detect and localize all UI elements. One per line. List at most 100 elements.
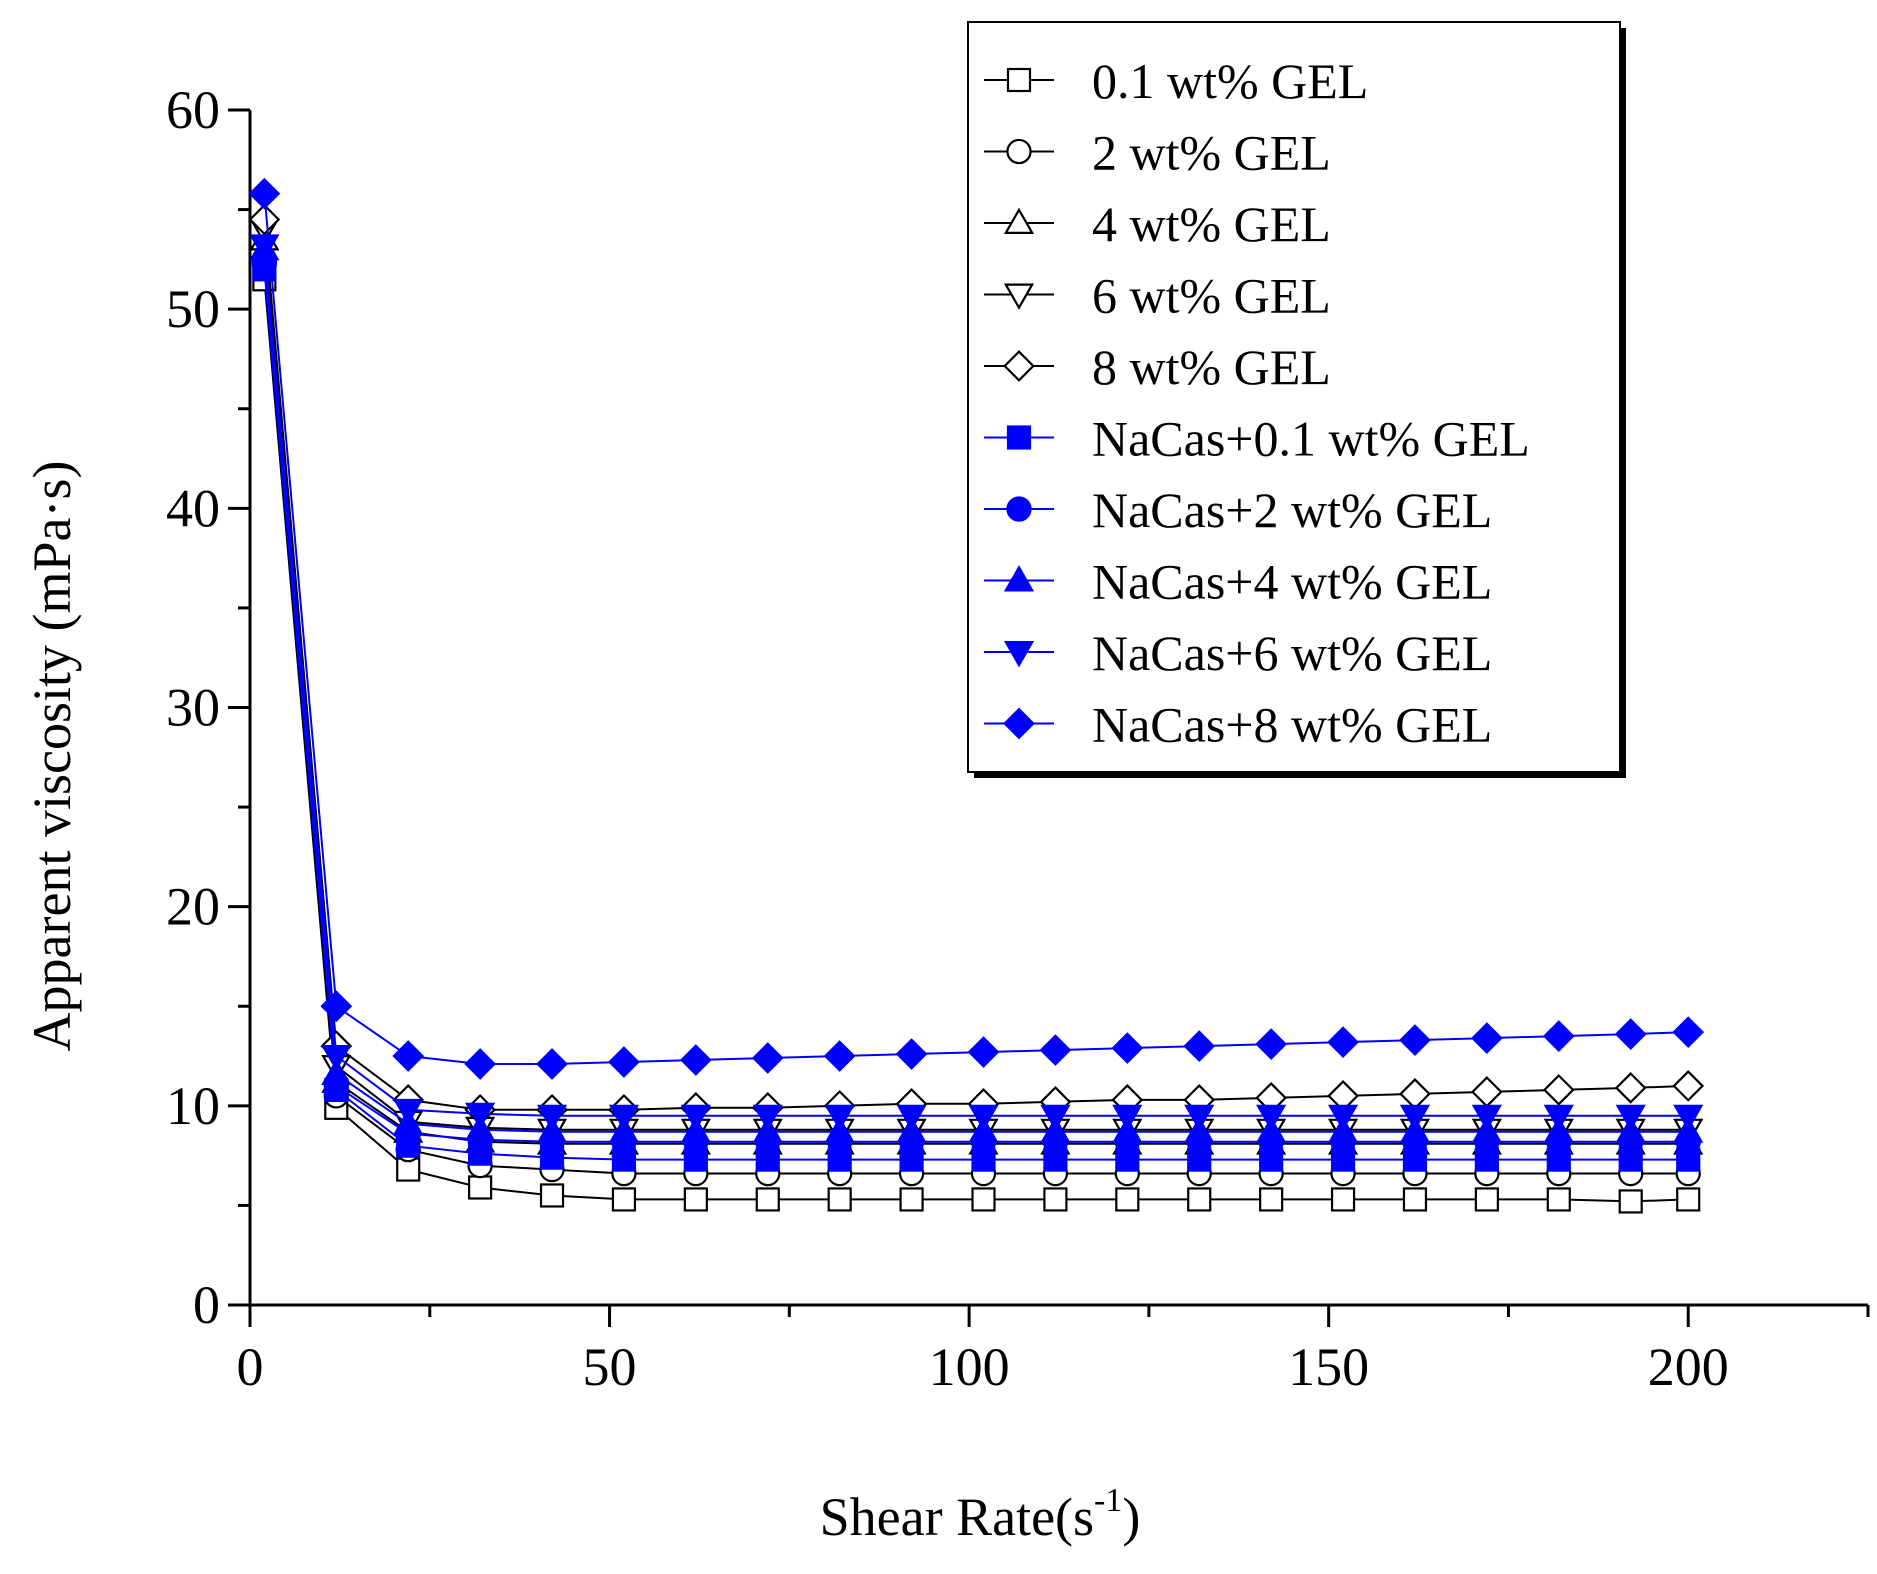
legend-marker: [1006, 138, 1032, 165]
data-point: [752, 1104, 783, 1132]
y-tick-label: 60: [166, 80, 220, 140]
data-point: [1040, 1104, 1071, 1132]
data-point: [608, 1104, 640, 1132]
x-tick-label: 150: [1288, 1337, 1369, 1397]
data-point: [1471, 1076, 1503, 1108]
legend-label: NaCas+0.1 wt% GEL: [1092, 411, 1530, 467]
data-point: [611, 1187, 637, 1212]
data-point: [464, 1048, 496, 1080]
legend-marker: [1003, 707, 1035, 740]
data-point: [1256, 1104, 1287, 1132]
x-axis-label-close: ): [1122, 1487, 1140, 1547]
y-axis-label: Apparent viscosity (mPa·s): [22, 461, 82, 1052]
data-point: [967, 1036, 1000, 1068]
legend-marker: [1003, 283, 1035, 310]
data-point: [1399, 1104, 1431, 1132]
data-point: [249, 234, 280, 261]
data-point: [683, 1187, 708, 1212]
data-point: [1615, 1104, 1646, 1132]
data-point: [1546, 1187, 1571, 1212]
axes-layer: 0 10 20 30 40 50 60 0 50 100 150 200: [166, 80, 1870, 1397]
data-point: [895, 1038, 928, 1070]
data-point: [1255, 1028, 1287, 1060]
data-point: [827, 1187, 852, 1212]
data-point: [751, 1042, 784, 1074]
series-1: [252, 267, 1701, 1214]
legend-box: [967, 21, 1621, 773]
data-point: [1474, 1187, 1499, 1212]
x-tick-label: 100: [929, 1337, 1010, 1397]
legend-label: 6 wt% GEL: [1092, 268, 1331, 324]
data-point: [1330, 1187, 1356, 1212]
y-tick-label: 0: [193, 1275, 220, 1335]
data-point: [1112, 1104, 1143, 1132]
legend-label: 0.1 wt% GEL: [1092, 53, 1368, 109]
legend: 0.1 wt% GEL 2 wt% GEL 4 wt% GEL 6 wt% GEL 8 …: [967, 21, 1626, 778]
legend-label: NaCas+6 wt% GEL: [1092, 625, 1492, 681]
data-point: [1111, 1032, 1144, 1064]
data-point: [393, 1098, 424, 1126]
data-point: [1543, 1104, 1574, 1132]
series-9: [249, 234, 1704, 1132]
data-point: [1327, 1026, 1359, 1058]
data-point: [321, 1058, 352, 1085]
legend-marker: [1006, 496, 1032, 522]
data-point: [1399, 1024, 1431, 1056]
data-point: [1542, 1074, 1575, 1106]
data-point: [1327, 1104, 1359, 1132]
data-point: [1043, 1187, 1068, 1212]
data-point: [1672, 1070, 1705, 1102]
series-layer: [248, 177, 1705, 1214]
data-point: [1672, 1016, 1705, 1048]
data-point: [1676, 1187, 1701, 1212]
data-point: [896, 1104, 927, 1132]
legend-marker: [1006, 67, 1032, 93]
legend-label: 4 wt% GEL: [1092, 196, 1331, 252]
data-point: [971, 1187, 996, 1212]
data-point: [468, 1175, 493, 1200]
data-point: [1471, 1104, 1502, 1132]
x-axis-label-superscript: -1: [1094, 1482, 1122, 1519]
data-point: [1614, 1072, 1647, 1104]
data-point: [1183, 1030, 1216, 1062]
data-point: [539, 1183, 565, 1208]
data-point: [248, 177, 281, 210]
x-tick-label: 0: [237, 1337, 264, 1397]
legend-marker: [1003, 640, 1035, 668]
legend-label: NaCas+4 wt% GEL: [1092, 554, 1492, 610]
data-point: [1402, 1187, 1428, 1212]
data-point: [899, 1187, 924, 1212]
data-point: [1614, 1018, 1647, 1050]
data-point: [823, 1040, 856, 1072]
x-axis-label: Shear Rate(s-1): [820, 1482, 1141, 1547]
legend-label: 8 wt% GEL: [1092, 339, 1331, 395]
x-tick-label: 200: [1648, 1337, 1729, 1397]
data-point: [680, 1104, 711, 1132]
y-tick-label: 20: [166, 877, 220, 937]
data-point: [1399, 1078, 1431, 1110]
data-point: [536, 1048, 568, 1080]
y-tick-label: 30: [166, 678, 220, 738]
data-point: [968, 1104, 999, 1132]
data-point: [1115, 1187, 1140, 1212]
data-point: [1673, 1104, 1704, 1132]
legend-marker: [1006, 425, 1032, 450]
data-point: [465, 1102, 496, 1130]
y-tick-label: 10: [166, 1076, 220, 1136]
data-point: [536, 1104, 568, 1132]
y-tick-label: 40: [166, 478, 220, 538]
data-point: [1259, 1187, 1284, 1212]
data-point: [824, 1104, 855, 1132]
data-point: [755, 1187, 780, 1212]
data-point: [321, 1045, 352, 1072]
legend-marker: [1003, 350, 1035, 382]
x-axis-label-main: Shear Rate(s: [820, 1487, 1094, 1547]
series-10: [248, 177, 1705, 1080]
data-point: [320, 990, 353, 1023]
data-point: [1187, 1187, 1212, 1212]
data-point: [679, 1044, 712, 1076]
data-point: [608, 1046, 640, 1078]
data-point: [1184, 1104, 1215, 1132]
legend-label: NaCas+2 wt% GEL: [1092, 482, 1492, 538]
